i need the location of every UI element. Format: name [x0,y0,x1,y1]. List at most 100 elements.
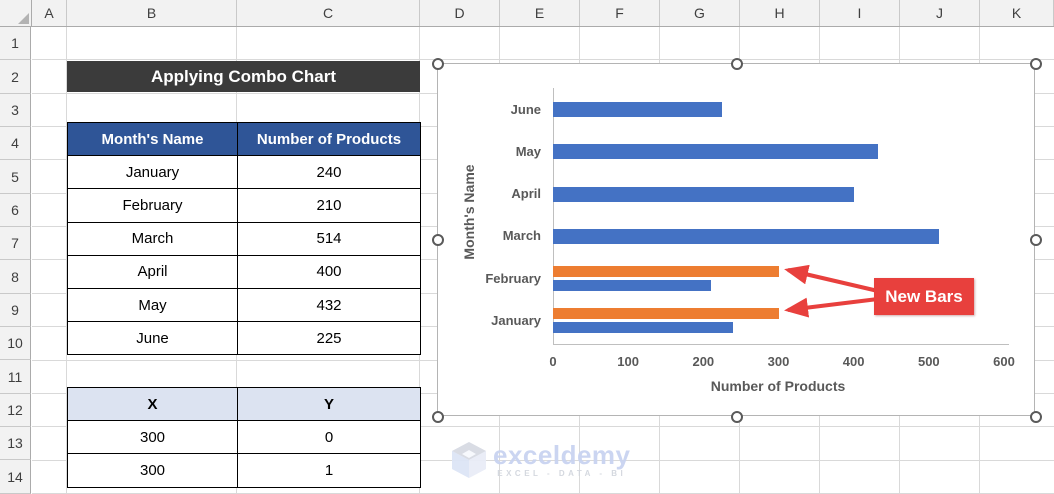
category-label-january: January [491,313,541,328]
table-cell[interactable]: June [67,321,238,356]
months-products-table: Month's Name Number of Products January 240… [67,121,421,356]
annotation-arrows [784,264,879,318]
column-header-G[interactable]: G [660,0,740,26]
bar-february[interactable] [553,280,711,291]
table-cell[interactable]: May [67,287,238,323]
column-header-B[interactable]: B [67,0,237,26]
category-label-may: May [515,143,541,159]
table-cell[interactable]: 300 [67,453,238,488]
row-header-9[interactable]: 9 [0,293,31,328]
table-row: April 400 [67,254,421,289]
chart-resize-handle[interactable] [432,411,444,423]
row-header-6[interactable]: 6 [0,193,31,228]
row-header-1[interactable]: 1 [0,27,31,61]
gridline [32,59,1054,60]
chart-resize-handle[interactable] [432,234,444,246]
x-tick-label-300: 300 [767,354,790,369]
table-cell[interactable]: 210 [237,188,421,223]
select-all-triangle-icon [18,13,29,24]
gridline [32,426,1054,427]
x-tick-label-400: 400 [842,354,865,369]
table-header-cell[interactable]: Month's Name [67,121,238,157]
row-header-7[interactable]: 7 [0,227,31,261]
bar-may[interactable] [553,144,878,160]
arrow-to-february-bar[interactable] [784,264,879,293]
row-header-14[interactable]: 14 [0,460,31,494]
x-tick-label-200: 200 [692,354,715,369]
watermark-tagline-text: EXCEL - DATA - BI [497,468,627,478]
table-cell[interactable]: 400 [237,254,421,289]
x-tick-label-600: 600 [993,354,1015,369]
new-bar-january[interactable] [553,308,779,319]
table-cell[interactable]: 0 [237,420,421,455]
column-header-K[interactable]: K [980,0,1054,26]
table-cell[interactable]: 514 [237,221,421,256]
table-cell[interactable]: January [67,155,238,190]
watermark-brand-text: exceldemy [493,439,631,470]
category-label-june: June [510,101,541,117]
row-header-11[interactable]: 11 [0,360,31,394]
table-row: 300 1 [67,453,421,488]
chart-y-axis-line [553,88,554,344]
table-cell[interactable]: April [67,254,238,289]
row-header-10[interactable]: 10 [0,327,31,361]
chart-resize-handle[interactable] [1030,58,1042,70]
bar-april[interactable] [553,186,854,202]
row-header-4[interactable]: 4 [0,127,31,161]
chart-resize-handle[interactable] [731,411,743,423]
column-header-C[interactable]: C [237,0,420,26]
table-cell[interactable]: March [67,221,238,256]
chart-resize-handle[interactable] [731,58,743,70]
table-cell[interactable]: 1 [237,453,421,488]
new-bar-february[interactable] [553,265,779,277]
select-all-button[interactable] [0,0,32,27]
bar-march[interactable] [553,228,940,244]
table-header-cell[interactable]: Number of Products [237,121,421,157]
chart-resize-handle[interactable] [432,58,444,70]
row-header-3[interactable]: 3 [0,93,31,128]
new-bars-callout[interactable]: New Bars [874,278,974,315]
column-header-J[interactable]: J [900,0,980,26]
row-header-8[interactable]: 8 [0,260,31,294]
chart-x-axis-line [553,344,1009,345]
category-label-february: February [485,270,541,286]
row-headers: 1 2 3 4 5 6 7 8 9 10 11 12 13 14 [0,27,32,494]
table-cell[interactable]: 432 [237,287,421,323]
x-tick-label-0: 0 [549,354,557,369]
exceldemy-watermark: exceldemy EXCEL - DATA - BI [450,440,630,480]
category-label-march: March [502,228,541,244]
table-cell[interactable]: 300 [67,420,238,455]
chart-x-axis-title: Number of Products [710,378,846,394]
column-header-H[interactable]: H [740,0,820,26]
table-cell[interactable]: February [67,188,238,223]
column-header-F[interactable]: F [580,0,660,26]
x-tick-label-100: 100 [617,354,640,369]
chart-resize-handle[interactable] [1030,411,1042,423]
column-header-A[interactable]: A [32,0,67,26]
column-header-I[interactable]: I [820,0,900,26]
table-cell[interactable]: 225 [237,321,421,356]
column-header-E[interactable]: E [500,0,580,26]
cell-grid[interactable]: Applying Combo Chart Month's Name Number … [32,27,1054,494]
bar-june[interactable] [553,102,723,117]
title-banner[interactable]: Applying Combo Chart [67,61,420,92]
row-header-12[interactable]: 12 [0,393,31,428]
arrow-to-january-bar[interactable] [784,297,879,318]
xy-helper-table: X Y 300 0 300 1 [67,386,421,488]
column-header-D[interactable]: D [420,0,500,26]
table-header-cell[interactable]: X [67,386,238,422]
row-header-2[interactable]: 2 [0,60,31,94]
row-header-13[interactable]: 13 [0,427,31,461]
table-cell[interactable]: 240 [237,155,421,190]
chart-resize-handle[interactable] [1030,234,1042,246]
table-header-cell[interactable]: Y [237,386,421,422]
bar-january[interactable] [553,322,734,334]
table-row: January 240 [67,155,421,190]
row-header-5[interactable]: 5 [0,160,31,194]
exceldemy-cube-logo-icon [452,442,486,478]
gridline [66,27,67,494]
table-row: March 514 [67,221,421,256]
combo-bar-chart[interactable]: January February March April May June 0 100 200 3… [432,58,1042,423]
